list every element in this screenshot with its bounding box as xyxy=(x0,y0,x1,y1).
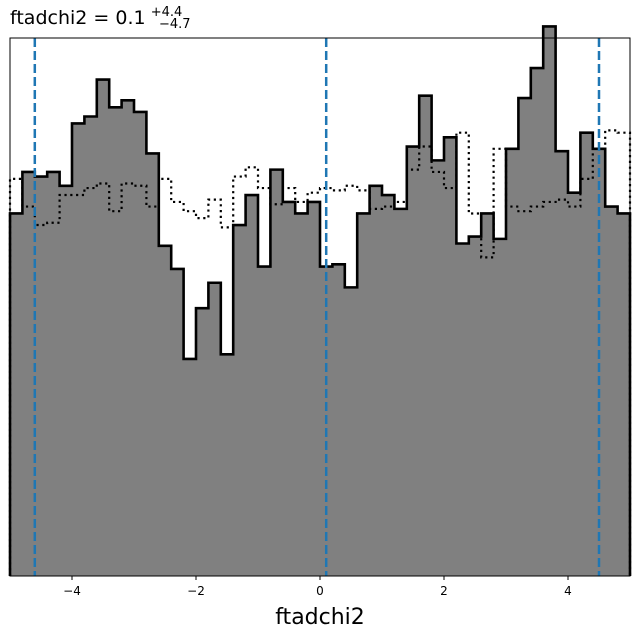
x-tick-label: −4 xyxy=(63,584,81,598)
histogram-bar xyxy=(196,308,209,576)
histogram-bar xyxy=(406,146,420,576)
plot-area xyxy=(8,25,632,577)
histogram-bar xyxy=(307,201,321,576)
x-tick-label: −2 xyxy=(187,584,205,598)
x-tick-label: 0 xyxy=(316,584,324,598)
histogram-bar xyxy=(369,185,383,576)
histogram-bar xyxy=(555,151,569,576)
histogram-bar xyxy=(245,195,259,576)
histogram-bar xyxy=(171,268,184,576)
histogram-bar xyxy=(295,213,308,576)
histogram-bar xyxy=(208,282,222,576)
histogram-bar xyxy=(158,245,172,576)
filled-step-outline xyxy=(8,25,632,576)
dotted-step-series xyxy=(8,129,632,576)
histogram-bar xyxy=(419,95,432,577)
histogram-bar xyxy=(10,213,23,576)
histogram-bar xyxy=(518,98,532,576)
histogram-bar xyxy=(344,287,358,576)
histogram-bar xyxy=(605,206,618,577)
histogram-bar xyxy=(96,79,110,577)
histogram-bar xyxy=(543,26,556,576)
histogram-bar xyxy=(592,148,606,576)
histogram-bar xyxy=(270,169,284,576)
histogram-bar xyxy=(134,111,147,576)
histogram-bar xyxy=(481,213,494,576)
chart-title-main: ftadchi2 = 0.1 xyxy=(10,7,146,29)
histogram-bar xyxy=(59,185,73,576)
chart-title-lower-error: −4.7 xyxy=(159,17,191,32)
histogram-bars xyxy=(10,26,631,577)
histogram-bar xyxy=(332,264,346,576)
histogram-bar xyxy=(121,100,135,576)
histogram-bar xyxy=(506,148,519,576)
histogram-bar xyxy=(382,195,395,576)
histogram-bar xyxy=(22,171,36,577)
histogram-bar xyxy=(72,123,85,577)
histogram-bar xyxy=(233,225,246,577)
histogram-bar xyxy=(468,236,482,576)
histogram-bar xyxy=(431,160,445,576)
histogram-bar xyxy=(568,192,581,576)
histogram-bar xyxy=(47,171,60,577)
histogram-bar xyxy=(34,176,48,576)
histogram-lines xyxy=(8,25,632,576)
histogram-bar xyxy=(109,107,122,576)
histogram-bar xyxy=(580,132,594,576)
histogram-bar xyxy=(183,358,197,576)
histogram-bar xyxy=(357,213,370,576)
x-tick-label: 4 xyxy=(564,584,572,598)
histogram-bar xyxy=(617,213,631,576)
histogram-bar xyxy=(282,201,296,576)
chart-title: ftadchi2 = 0.1 +4.4 −4.7 xyxy=(10,1,191,32)
x-axis-label: ftadchi2 xyxy=(275,605,365,630)
x-axis-ticks: −4 −2 0 2 4 xyxy=(63,576,572,598)
histogram-bar xyxy=(258,266,271,576)
chart-title-upper-error: +4.4 xyxy=(151,5,183,20)
histogram-bar xyxy=(146,153,160,577)
histogram-bar xyxy=(84,116,98,576)
histogram-bar xyxy=(530,68,544,577)
histogram-bar xyxy=(394,208,408,577)
histogram-bar xyxy=(444,137,457,577)
histogram-bar xyxy=(493,238,507,576)
histogram-bar xyxy=(456,243,470,577)
x-tick-label: 2 xyxy=(440,584,448,598)
histogram-bar xyxy=(220,354,234,576)
quantile-lines xyxy=(33,38,601,576)
